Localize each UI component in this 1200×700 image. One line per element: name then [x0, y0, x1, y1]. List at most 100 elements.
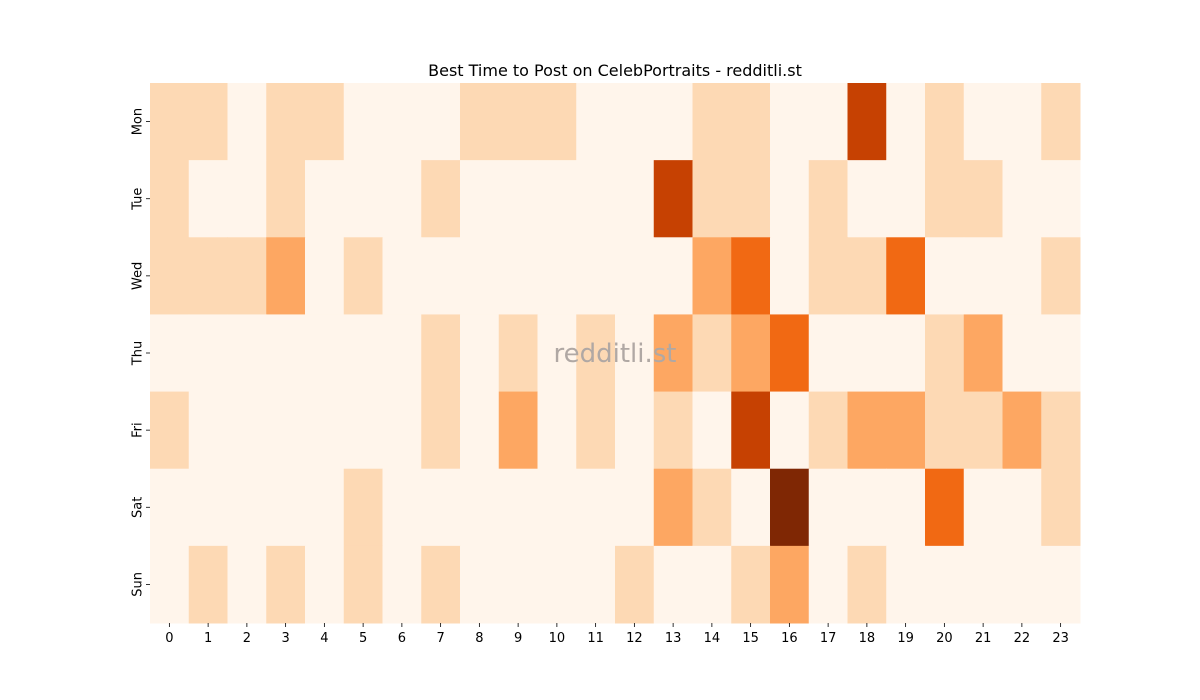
x-tick-label: 8 [475, 631, 483, 646]
heatmap-cell-sat-0 [150, 468, 190, 547]
heatmap-cell-thu-7 [421, 314, 461, 393]
heatmap-cell-sun-15 [731, 545, 771, 624]
heatmap-cell-fri-4 [305, 391, 345, 470]
heatmap-cell-fri-10 [537, 391, 577, 470]
y-tick-label: Wed [131, 262, 146, 290]
heatmap-cell-thu-15 [731, 314, 771, 393]
heatmap-cell-wed-21 [963, 237, 1003, 315]
heatmap-cell-thu-13 [653, 314, 693, 393]
heatmap-cell-sun-12 [615, 545, 655, 624]
heatmap-cell-sun-6 [382, 545, 422, 624]
heatmap-cell-tue-12 [615, 160, 655, 238]
heatmap-cell-wed-20 [925, 237, 965, 315]
heatmap-cell-wed-2 [227, 237, 267, 315]
x-tick-label: 19 [897, 631, 914, 646]
heatmap-cell-sun-13 [653, 545, 693, 624]
heatmap-cell-mon-2 [227, 83, 267, 161]
x-tick-label: 4 [320, 631, 328, 646]
heatmap-cell-sun-14 [692, 545, 732, 624]
heatmap-cell-tue-10 [537, 160, 577, 238]
x-tick-label: 11 [587, 631, 604, 646]
heatmap-cell-mon-13 [653, 83, 693, 161]
heatmap-cell-mon-9 [498, 83, 538, 161]
heatmap-cell-thu-4 [305, 314, 345, 393]
heatmap-cell-tue-9 [498, 160, 538, 238]
heatmap-cell-thu-20 [925, 314, 965, 393]
heatmap-cell-tue-6 [382, 160, 422, 238]
heatmap-cell-wed-3 [266, 237, 306, 315]
heatmap-cell-mon-20 [925, 83, 965, 161]
heatmap-cell-wed-12 [615, 237, 655, 315]
heatmap-cell-fri-11 [576, 391, 616, 470]
heatmap-cell-sun-11 [576, 545, 616, 624]
heatmap-cell-mon-12 [615, 83, 655, 161]
heatmap-cell-sun-5 [343, 545, 383, 624]
heatmap-cell-sat-14 [692, 468, 732, 547]
x-tick-label: 16 [781, 631, 798, 646]
heatmap-cells [150, 83, 1081, 624]
y-tick-label: Sun [131, 572, 146, 597]
x-tick-label: 13 [665, 631, 682, 646]
heatmap-cell-mon-14 [692, 83, 732, 161]
heatmap-cell-fri-12 [615, 391, 655, 470]
heatmap-cell-fri-6 [382, 391, 422, 470]
heatmap-cell-sat-9 [498, 468, 538, 547]
heatmap-cell-mon-22 [1002, 83, 1042, 161]
heatmap-cell-thu-9 [498, 314, 538, 393]
heatmap-cell-mon-4 [305, 83, 345, 161]
heatmap-cell-mon-17 [808, 83, 848, 161]
heatmap-cell-wed-6 [382, 237, 422, 315]
heatmap-cell-mon-19 [886, 83, 926, 161]
heatmap-cell-fri-2 [227, 391, 267, 470]
heatmap-cell-sun-1 [188, 545, 228, 624]
x-tick-label: 7 [436, 631, 444, 646]
heatmap-cell-tue-0 [150, 160, 190, 238]
heatmap-cell-tue-2 [227, 160, 267, 238]
heatmap-cell-sun-17 [808, 545, 848, 624]
heatmap-cell-wed-4 [305, 237, 345, 315]
heatmap-cell-thu-11 [576, 314, 616, 393]
heatmap-cell-tue-5 [343, 160, 383, 238]
heatmap-cell-tue-7 [421, 160, 461, 238]
heatmap-cell-fri-5 [343, 391, 383, 470]
x-tick-label: 20 [936, 631, 953, 646]
heatmap-cell-thu-2 [227, 314, 267, 393]
heatmap-cell-wed-17 [808, 237, 848, 315]
heatmap-cell-sun-18 [847, 545, 887, 624]
heatmap-cell-wed-19 [886, 237, 926, 315]
heatmap-cell-fri-13 [653, 391, 693, 470]
heatmap-cell-mon-21 [963, 83, 1003, 161]
x-tick-label: 2 [243, 631, 251, 646]
heatmap-cell-sat-17 [808, 468, 848, 547]
x-tick-label: 6 [398, 631, 406, 646]
heatmap-cell-fri-19 [886, 391, 926, 470]
heatmap-cell-thu-0 [150, 314, 190, 393]
chart-title: Best Time to Post on CelebPortraits - re… [428, 61, 802, 80]
heatmap-cell-tue-23 [1041, 160, 1081, 238]
heatmap-cell-fri-22 [1002, 391, 1042, 470]
heatmap-cell-wed-22 [1002, 237, 1042, 315]
heatmap-cell-tue-18 [847, 160, 887, 238]
heatmap-cell-wed-18 [847, 237, 887, 315]
heatmap-cell-sun-16 [770, 545, 810, 624]
heatmap-cell-sat-20 [925, 468, 965, 547]
heatmap-cell-sat-16 [770, 468, 810, 547]
heatmap-cell-wed-11 [576, 237, 616, 315]
x-tick-label: 0 [165, 631, 173, 646]
heatmap-cell-sun-20 [925, 545, 965, 624]
heatmap-cell-fri-3 [266, 391, 306, 470]
heatmap-cell-tue-20 [925, 160, 965, 238]
heatmap-cell-tue-1 [188, 160, 228, 238]
heatmap-cell-thu-17 [808, 314, 848, 393]
heatmap-cell-sat-23 [1041, 468, 1081, 547]
heatmap-cell-sat-18 [847, 468, 887, 547]
heatmap-cell-sun-3 [266, 545, 306, 624]
x-tick-label: 21 [975, 631, 992, 646]
heatmap-cell-wed-7 [421, 237, 461, 315]
y-tick-label: Sat [131, 497, 146, 518]
heatmap-cell-tue-11 [576, 160, 616, 238]
heatmap-cell-mon-7 [421, 83, 461, 161]
heatmap-cell-sat-11 [576, 468, 616, 547]
heatmap-cell-thu-23 [1041, 314, 1081, 393]
